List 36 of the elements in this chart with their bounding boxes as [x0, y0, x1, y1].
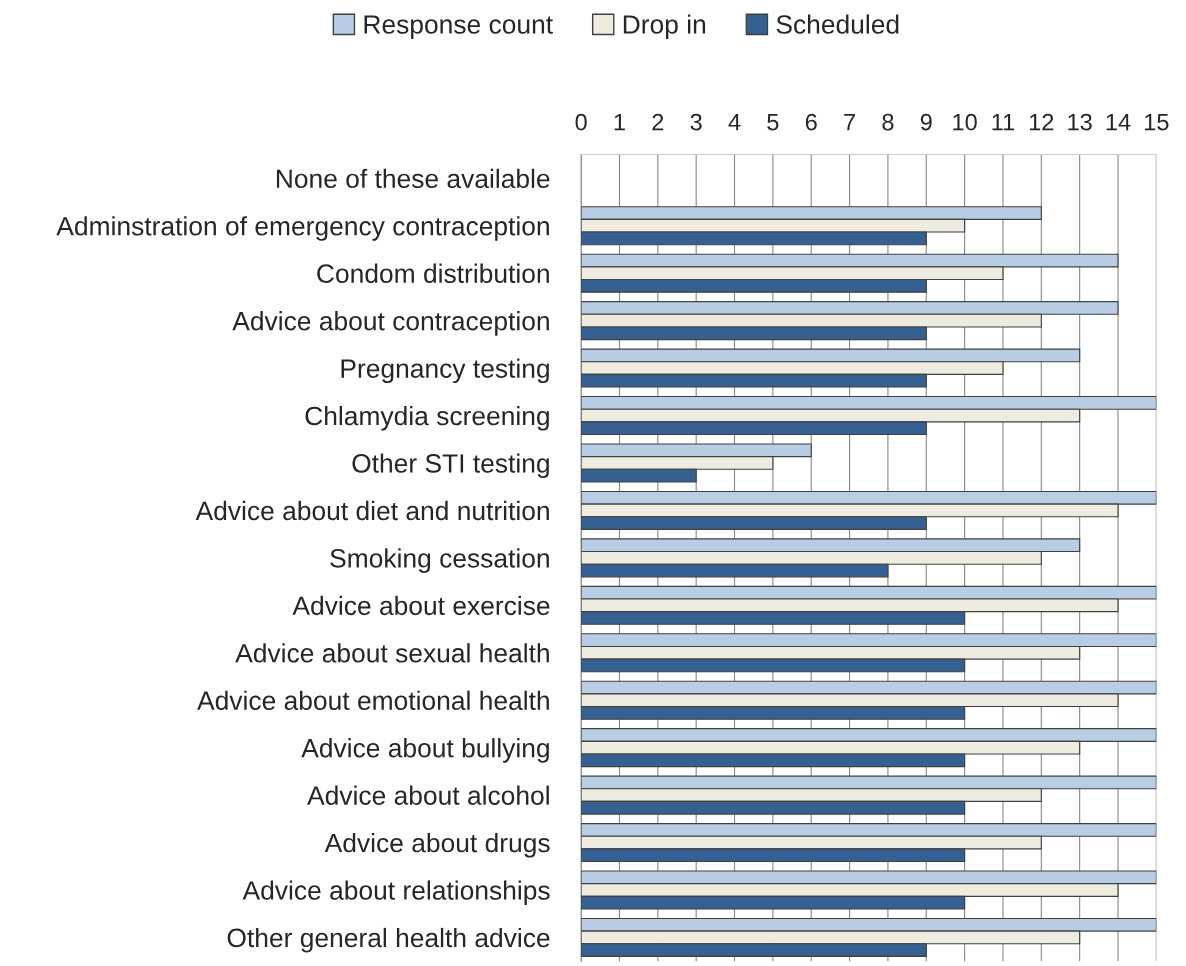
x-tick-label: 9	[920, 113, 932, 131]
x-tick-label: 11	[992, 113, 1015, 131]
x-tick-label: 8	[882, 113, 894, 131]
x-tick-label: 5	[767, 113, 779, 131]
x-tick-label: 7	[844, 113, 855, 131]
y-tick-label: Smoking cessation	[330, 548, 549, 573]
y-tick-label: Other general health advice	[227, 927, 550, 953]
x-tick-label: 6	[805, 113, 817, 131]
y-tick-label: Advice about drugs	[324, 832, 550, 858]
y-tick-label: Advice about alcohol	[307, 785, 549, 805]
y-tick-label: Pregnancy testing	[341, 358, 549, 384]
x-tick-label: 14	[1106, 113, 1131, 131]
y-tick-label: Advice about sexual health	[235, 643, 549, 663]
y-tick-label: Adminstration of emergency contraception	[56, 216, 549, 241]
x-tick-label: 0	[575, 113, 587, 131]
y-tick-label: Condom distribution	[317, 263, 549, 283]
y-tick-label: Advice about bullying	[301, 738, 549, 763]
y-tick-label: Advice about relationships	[242, 880, 550, 906]
legend-label: Response count	[364, 15, 553, 40]
x-tick-label: 10	[953, 113, 977, 131]
x-tick-label: 3	[690, 113, 702, 131]
y-tick-label: Advice about exercise	[292, 595, 550, 616]
y-tick-label: None of these available	[276, 168, 550, 189]
x-tick-label: 12	[1029, 113, 1054, 131]
y-tick-label: Chlamydia screening	[305, 405, 549, 431]
y-tick-label: Other STI testing	[352, 453, 549, 479]
y-tick-label: Advice about contraception	[232, 311, 549, 336]
x-tick-label: 13	[1068, 113, 1092, 131]
x-tick-label: 2	[652, 113, 664, 131]
y-tick-label: Advice about emotional health	[197, 690, 549, 711]
legend-label: Scheduled	[776, 14, 899, 34]
legend-label: Drop in	[623, 14, 706, 40]
x-tick-label: 4	[728, 113, 741, 131]
x-tick-label: 1	[614, 113, 625, 131]
y-tick-label: Advice about diet and nutrition	[195, 500, 549, 521]
x-tick-label: 15	[1145, 113, 1169, 131]
